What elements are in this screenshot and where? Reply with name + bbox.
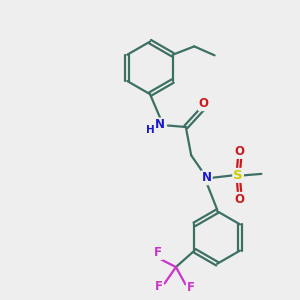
Text: F: F xyxy=(154,280,163,293)
Text: O: O xyxy=(235,145,244,158)
Text: N: N xyxy=(202,171,212,184)
Text: O: O xyxy=(235,193,244,206)
Text: F: F xyxy=(154,246,162,259)
Text: N: N xyxy=(155,118,165,131)
Text: F: F xyxy=(187,281,195,294)
Text: O: O xyxy=(199,97,209,110)
Text: S: S xyxy=(233,169,243,182)
Text: H: H xyxy=(146,125,154,135)
